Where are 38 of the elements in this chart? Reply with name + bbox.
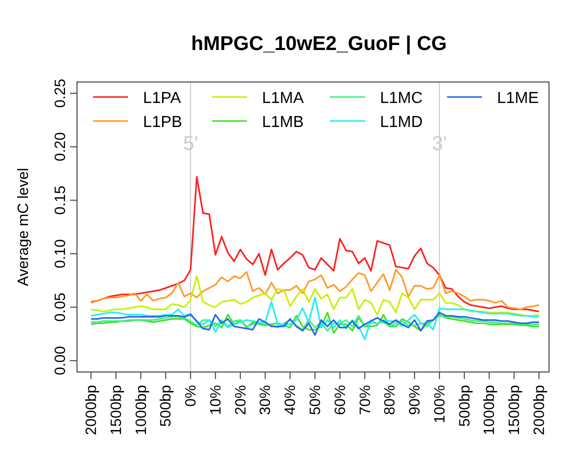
line-series [90, 296, 540, 340]
x-tick-label: 1500bp [108, 385, 125, 436]
chart-title: hMPGC_10wE2_GuoF | CG [191, 33, 447, 55]
legend-label: L1MD [380, 114, 423, 131]
y-tick-label: 0.05 [52, 292, 69, 322]
y-axis-title: Average mC level [15, 168, 32, 286]
x-tick-label: 100% [431, 385, 448, 424]
x-tick-label: 50% [307, 385, 324, 416]
x-tick-label: 20% [232, 385, 250, 416]
legend-label: L1MA [262, 90, 304, 107]
x-tick-label: 70% [356, 385, 374, 416]
y-tick-label: 0.25 [52, 78, 69, 108]
x-tick-label: 2000bp [83, 385, 100, 436]
y-tick-label: 0.10 [52, 239, 69, 268]
line-series [90, 176, 540, 312]
x-tick-label: 80% [382, 385, 399, 416]
x-tick-label: 1500bp [506, 385, 524, 436]
y-tick-label: 0.20 [52, 132, 69, 162]
legend-label: L1ME [497, 90, 539, 107]
x-tick-label: 500bp [158, 385, 175, 427]
x-tick-label: 500bp [456, 385, 474, 427]
legend-label: L1PB [143, 114, 182, 131]
line-series [90, 268, 540, 310]
legend-label: L1MC [380, 90, 423, 107]
x-tick-label: 2000bp [531, 385, 548, 436]
y-tick-label: 0.00 [52, 346, 69, 376]
y-tick-label: 0.15 [52, 186, 69, 215]
x-tick-label: 30% [257, 385, 274, 416]
x-tick-label: 1000bp [132, 385, 150, 436]
legend-label: L1PA [143, 90, 182, 107]
legend-label: L1MB [262, 114, 304, 131]
x-tick-label: 40% [282, 385, 300, 416]
x-tick-label: 60% [332, 385, 349, 416]
x-tick-label: 10% [207, 385, 224, 416]
x-tick-label: 1000bp [481, 385, 498, 436]
x-tick-label: 90% [406, 385, 424, 416]
line-series [90, 275, 540, 317]
x-tick-label: 0% [182, 385, 200, 407]
